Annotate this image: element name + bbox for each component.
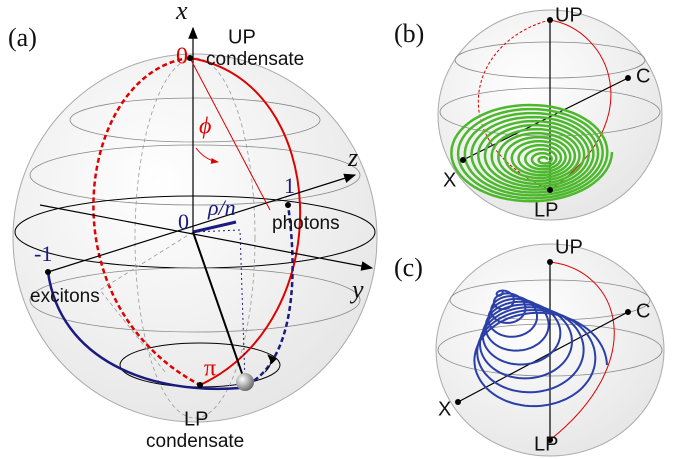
exciton-label: excitons — [30, 286, 100, 307]
panel-b: (b) UP C X LP — [394, 4, 662, 221]
point — [625, 309, 631, 315]
panel-c: (c) UP C X LP — [394, 236, 664, 456]
point — [455, 399, 461, 405]
value-label: 1 — [284, 173, 295, 198]
axis-label: y — [349, 275, 364, 304]
point — [285, 202, 291, 208]
point — [547, 187, 553, 193]
state-label: X — [438, 398, 451, 420]
state-label: X — [443, 169, 456, 191]
point — [625, 75, 631, 81]
panel-label: (c) — [394, 253, 423, 282]
panel-label: (b) — [394, 19, 424, 48]
point — [547, 17, 553, 23]
photon-label: photons — [272, 213, 340, 234]
state-label: C — [636, 300, 650, 322]
point — [460, 157, 466, 163]
value-label: -1 — [34, 241, 52, 266]
state-label: LP — [534, 433, 558, 455]
figure: (a) x 0 UP condensate ϕ z 1 photons 0 ρ/… — [0, 0, 674, 459]
state-label: UP — [228, 26, 256, 48]
radius-label: ρ/n — [207, 195, 236, 220]
phi-label: ϕ — [199, 114, 211, 140]
caption: condensate — [146, 431, 244, 452]
state-label: UP — [555, 4, 583, 26]
phase-label: 0 — [176, 44, 188, 70]
state-label: UP — [555, 236, 583, 258]
state-label: LP — [534, 199, 558, 221]
axis-label: x — [175, 0, 188, 25]
point — [547, 259, 553, 265]
panel-a: (a) x 0 UP condensate ϕ z 1 photons 0 ρ/… — [8, 0, 377, 452]
axis-label: z — [347, 143, 358, 172]
state-label: C — [636, 65, 650, 87]
phase-label: π — [204, 356, 216, 382]
point — [197, 382, 203, 388]
panel-label: (a) — [8, 23, 37, 52]
value-label: 0 — [178, 209, 189, 234]
state-label: LP — [184, 408, 208, 430]
state-ball — [236, 373, 254, 391]
caption: condensate — [206, 49, 304, 70]
point — [45, 269, 51, 275]
